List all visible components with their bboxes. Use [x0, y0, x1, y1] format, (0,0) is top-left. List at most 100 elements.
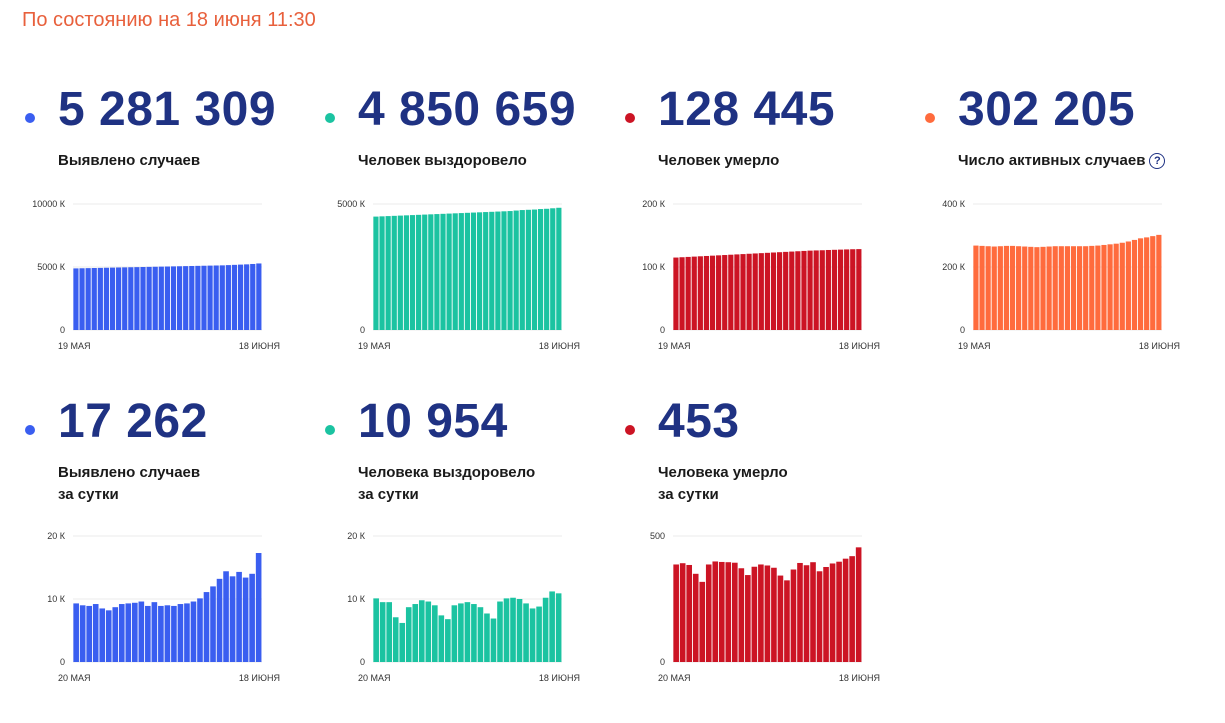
x-start-label: 20 МАЯ: [658, 673, 691, 683]
bar: [516, 599, 523, 662]
bar: [438, 615, 445, 662]
bar: [1089, 245, 1095, 330]
bar: [503, 598, 510, 662]
bar: [685, 256, 691, 330]
bar: [497, 601, 503, 662]
bar: [745, 575, 751, 662]
bar: [190, 601, 197, 662]
x-start-label: 20 МАЯ: [358, 673, 391, 683]
bar: [97, 267, 103, 330]
bar: [490, 618, 497, 662]
bar: [507, 211, 513, 330]
stat-caption: Выявлено случаев: [58, 150, 200, 172]
bar-chart: 0 10 К 20 К 20 МАЯ 18 ИЮНЯ: [47, 531, 280, 683]
bar: [128, 267, 134, 330]
x-start-label: 20 МАЯ: [58, 673, 91, 683]
bar: [856, 249, 862, 330]
bar: [145, 605, 151, 662]
bar: [501, 211, 507, 330]
bar: [722, 255, 728, 330]
caption-line: за сутки: [658, 486, 719, 503]
bar: [738, 568, 745, 662]
bar: [118, 604, 125, 662]
bar: [709, 255, 716, 330]
bar: [164, 605, 171, 662]
bar: [1046, 246, 1052, 330]
x-start-label: 19 МАЯ: [58, 341, 91, 351]
bar: [746, 253, 752, 330]
bar: [973, 245, 979, 330]
bar: [1076, 246, 1083, 330]
stat-value: 4 850 659: [358, 83, 577, 136]
bar: [397, 215, 403, 330]
bar: [418, 600, 425, 662]
bar: [489, 211, 495, 330]
stat-value: 5 281 309: [58, 83, 277, 136]
x-end-label: 18 ИЮНЯ: [539, 673, 580, 683]
bar: [510, 597, 516, 662]
bar: [122, 267, 128, 330]
bar: [116, 267, 122, 330]
stat-caption: Человек выздоровело: [358, 150, 527, 172]
x-start-label: 19 МАЯ: [658, 341, 691, 351]
bar: [555, 593, 562, 662]
stat-caption: Выявлено случаев за сутки: [58, 462, 200, 506]
bar: [844, 249, 850, 330]
bar: [1156, 234, 1162, 330]
help-icon[interactable]: ?: [1149, 153, 1166, 169]
bar: [734, 254, 740, 330]
bar: [1003, 245, 1010, 330]
x-start-label: 19 МАЯ: [958, 341, 991, 351]
y-tick-label: 400 К: [942, 199, 966, 209]
bar: [679, 257, 685, 330]
bar: [991, 246, 997, 330]
bar: [801, 250, 807, 330]
bar: [412, 604, 419, 662]
bar: [195, 265, 201, 330]
bar: [170, 266, 177, 330]
bar: [740, 254, 746, 330]
bar: [718, 561, 725, 662]
bar: [525, 209, 531, 330]
stat-card: 453 Человека умерло за сутки 0 500 20 МАЯ 18 И…: [625, 395, 915, 722]
bar: [446, 213, 452, 330]
bar: [692, 573, 699, 662]
caption-line: Человека умерло: [658, 464, 788, 481]
bar: [673, 564, 679, 662]
y-tick-label: 20 К: [347, 531, 366, 541]
bar: [752, 253, 758, 330]
bar: [716, 255, 722, 330]
bar: [823, 566, 829, 662]
bar: [556, 207, 562, 330]
bar: [1107, 244, 1113, 330]
bar: [125, 603, 132, 662]
bar: [1064, 246, 1070, 330]
bar: [164, 266, 170, 330]
bar: [255, 553, 262, 662]
bar: [813, 250, 819, 330]
bar: [409, 215, 416, 330]
bar: [673, 257, 679, 330]
bar: [758, 564, 764, 662]
bar: [197, 598, 203, 662]
y-tick-label: 0: [60, 657, 65, 667]
bar: [850, 249, 856, 330]
bar: [816, 571, 823, 662]
bar: [399, 622, 406, 662]
bar: [529, 608, 536, 662]
bar: [403, 215, 410, 330]
bar: [471, 604, 477, 662]
y-tick-label: 10000 К: [32, 199, 66, 209]
bar: [484, 613, 490, 662]
bar: [158, 266, 164, 330]
x-start-label: 19 МАЯ: [358, 341, 391, 351]
bar: [386, 602, 393, 662]
stat-caption: Человека умерло за сутки: [658, 462, 788, 506]
bar: [536, 606, 542, 662]
bar: [236, 571, 242, 662]
y-tick-label: 200 К: [642, 199, 666, 209]
stat-caption: Число активных случаев?: [958, 150, 1166, 172]
bar: [831, 249, 838, 330]
bar: [416, 214, 422, 330]
bar: [183, 266, 189, 330]
